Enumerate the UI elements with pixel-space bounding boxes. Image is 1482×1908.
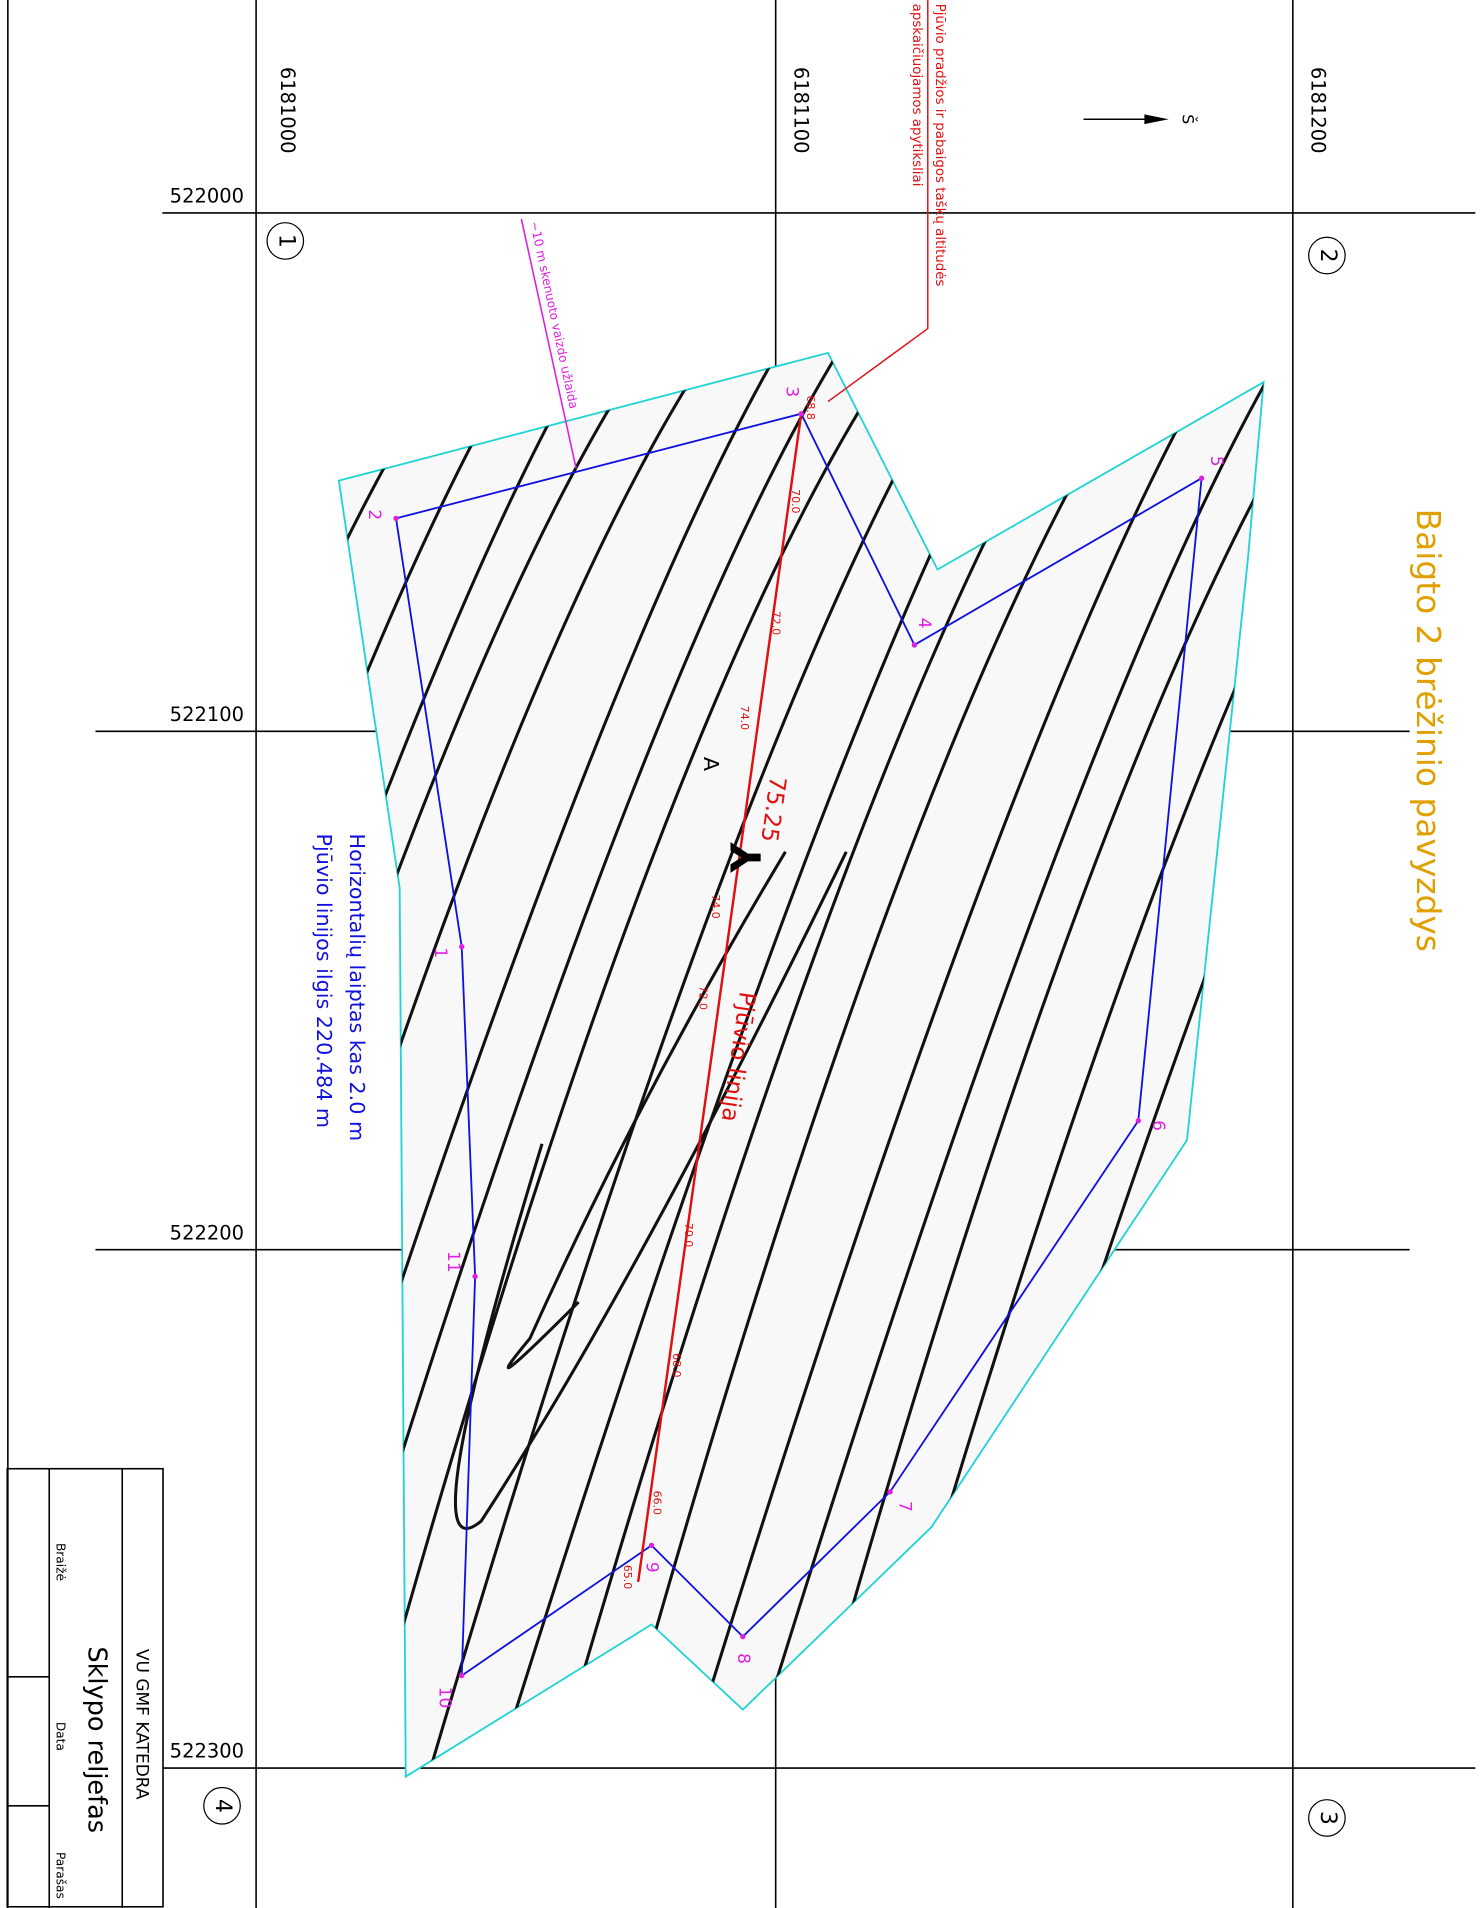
vertex (393, 516, 398, 521)
contour-label: 74.0 (709, 894, 722, 918)
point-label: 6 (1148, 1120, 1168, 1131)
north-arrow-head (1144, 114, 1168, 124)
grid-label: 6181000 (276, 67, 299, 154)
note: ~10 m skenuoto vaizdo užlaida (527, 220, 580, 410)
contour-label: 68.8 (804, 395, 817, 419)
title: Baigto 2 brėžinio pavyzdys (1409, 509, 1447, 952)
grid-label: 6181200 (1307, 67, 1330, 154)
contour-label: 70.0 (789, 489, 802, 513)
vertex (1136, 1118, 1141, 1123)
legend-text: Horizontalių laiptas kas 2.0 m (345, 834, 369, 1142)
contour-label: 68.0 (670, 1353, 683, 1377)
point-label: 10 (435, 1687, 455, 1709)
grid-label: 522000 (170, 185, 244, 208)
note: apskaičiuojamos apytiksliai (909, 4, 925, 187)
point-label: 11 (443, 1251, 463, 1273)
contour-label: 70.0 (682, 1223, 695, 1247)
point-label: 3 (781, 386, 801, 397)
corner-label: 3 (1315, 1811, 1340, 1825)
contour-label: 66.0 (650, 1491, 663, 1515)
point-label: 9 (642, 1562, 662, 1573)
point-label: 2 (364, 509, 384, 520)
point-label: 1 (430, 947, 450, 958)
page: Š 6181000 6181100 6181200 522000 522100 … (0, 0, 1482, 1908)
point-label: 7 (895, 1501, 915, 1512)
grid-label: 522200 (170, 1221, 244, 1244)
vertex (649, 1543, 654, 1548)
north-label: Š (1178, 114, 1197, 124)
vertex (887, 1489, 892, 1494)
note: Pjūvio pradžios ir pabaigos taškų altitu… (932, 4, 948, 287)
vertex (799, 411, 804, 416)
field-label: Data (54, 1722, 68, 1751)
map: Š 6181000 6181100 6181200 522000 522100 … (0, 0, 1482, 1908)
point-label: 5 (1206, 456, 1226, 467)
field-label: Braižė (54, 1543, 68, 1581)
vertex (1199, 476, 1204, 481)
vertex (912, 642, 917, 647)
vertex (459, 944, 464, 949)
grid-label: 6181100 (790, 67, 813, 154)
contour-label: 72.0 (770, 611, 783, 635)
vertex (740, 1634, 745, 1639)
contour-label: 65.0 (621, 1565, 634, 1589)
grid-label: 522100 (170, 703, 244, 726)
point-label: 4 (914, 618, 934, 629)
corner-label: 2 (1315, 249, 1340, 263)
contour-label: 72.0 (697, 986, 710, 1010)
field-label: Parašas (54, 1852, 68, 1899)
grid-label: 522300 (170, 1740, 244, 1763)
legend-text: Pjūvio linijos ilgis 220.484 m (312, 834, 336, 1128)
organization: VU GMF KATEDRA (132, 1649, 152, 1800)
point-label: A (699, 757, 723, 771)
vertex (459, 1673, 464, 1678)
vertex (472, 1274, 477, 1279)
contour-label: 74.0 (738, 706, 751, 730)
point-label: 8 (733, 1653, 753, 1664)
drawing-title: Sklypo reljefas (81, 1646, 111, 1833)
point-mark: ⅄ (721, 841, 769, 873)
corner-label: 4 (210, 1799, 235, 1813)
corner-label: 1 (273, 234, 298, 248)
